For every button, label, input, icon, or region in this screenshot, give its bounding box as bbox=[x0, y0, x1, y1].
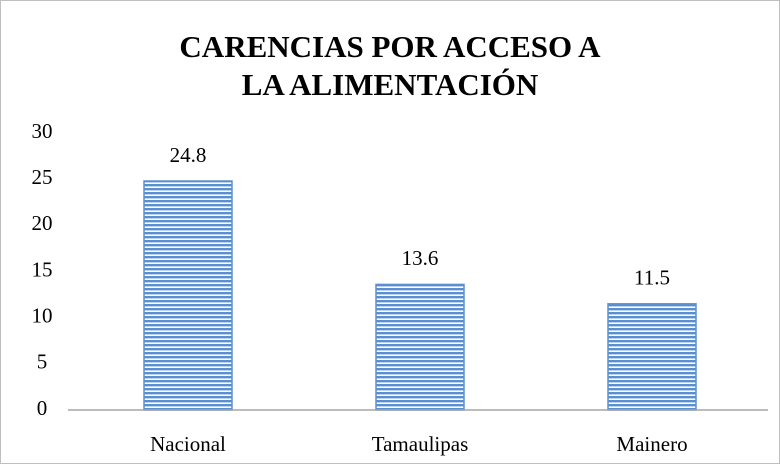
y-tick-label: 30 bbox=[32, 119, 53, 143]
data-label: 11.5 bbox=[634, 266, 670, 290]
y-tick-label: 25 bbox=[32, 165, 53, 189]
chart-title: CARENCIAS POR ACCESO A LA ALIMENTACIÓN bbox=[179, 29, 601, 102]
y-tick-label: 10 bbox=[32, 303, 53, 327]
x-tick-label: Nacional bbox=[150, 432, 226, 456]
bar bbox=[375, 283, 465, 411]
data-label: 24.8 bbox=[170, 143, 207, 167]
y-tick-label: 5 bbox=[37, 350, 48, 374]
bar bbox=[143, 180, 233, 411]
bar bbox=[607, 303, 697, 411]
x-tick-label: Tamaulipas bbox=[372, 432, 469, 456]
y-tick-label: 0 bbox=[37, 396, 48, 420]
x-tick-label: Mainero bbox=[616, 432, 687, 456]
data-label: 13.6 bbox=[402, 246, 439, 270]
y-tick-label: 15 bbox=[32, 257, 53, 281]
y-tick-label: 20 bbox=[32, 211, 53, 235]
